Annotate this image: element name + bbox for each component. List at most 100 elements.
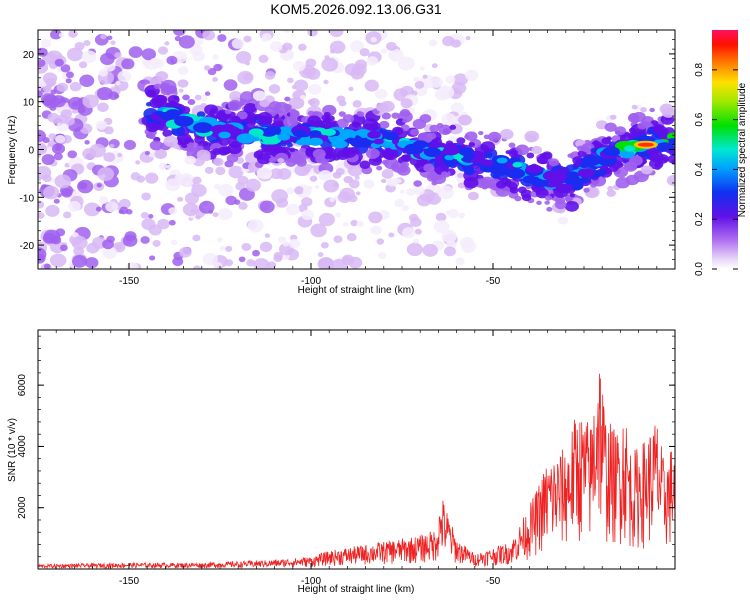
- heatmap-cell: [213, 63, 223, 72]
- snr-y-tick-label: 2000: [17, 496, 28, 519]
- heatmap-cell: [293, 79, 309, 92]
- heatmap-cell: [153, 83, 162, 90]
- heatmap-cell: [145, 102, 152, 107]
- heatmap-cell: [444, 154, 455, 161]
- heatmap-cell: [165, 178, 181, 192]
- heatmap-cell: [53, 198, 60, 204]
- snr-x-tick-label: -150: [119, 576, 139, 587]
- heatmap-cell: [441, 229, 457, 243]
- heatmap-cell: [285, 158, 297, 167]
- heatmap-cell: [515, 144, 530, 156]
- heatmap-cell: [276, 197, 289, 208]
- heatmap-cell: [367, 131, 381, 139]
- heatmap-x-tick-label: -50: [486, 276, 501, 287]
- snr-x-ticks: -150 -100 -50: [37, 330, 676, 587]
- heatmap-cell: [83, 202, 101, 217]
- heatmap-cell: [544, 195, 553, 201]
- heatmap-cell: [286, 203, 300, 216]
- heatmap-cell: [77, 179, 94, 194]
- heatmap-cell: [38, 212, 45, 219]
- heatmap-cell: [180, 106, 191, 114]
- heatmap-cell: [426, 192, 442, 205]
- heatmap-cell: [184, 155, 197, 165]
- snr-series-line: [38, 373, 675, 569]
- heatmap-cell: [397, 56, 415, 71]
- heatmap-cell: [96, 183, 102, 188]
- heatmap-cell: [179, 247, 192, 258]
- heatmap-cell: [451, 81, 467, 95]
- heatmap-cell: [152, 240, 161, 247]
- snr-x-tick-label: -100: [301, 576, 321, 587]
- heatmap-cell: [445, 140, 454, 147]
- heatmap-cell: [243, 35, 252, 43]
- heatmap-cell: [318, 212, 335, 227]
- heatmap-cell: [412, 238, 420, 244]
- heatmap-cell: [355, 191, 361, 196]
- colorbar-tick-label: 0.8: [694, 62, 705, 76]
- heatmap-cell: [66, 47, 84, 62]
- heatmap-cell: [42, 94, 60, 109]
- heatmap-cell: [264, 71, 276, 80]
- heatmap-cell: [423, 147, 442, 158]
- heatmap-cell: [330, 259, 348, 269]
- heatmap-cell: [400, 124, 410, 132]
- heatmap-cell: [339, 187, 356, 201]
- heatmap-cell: [614, 126, 627, 136]
- heatmap-cell: [283, 103, 292, 111]
- heatmap-cell: [192, 176, 202, 185]
- heatmap-cell: [526, 152, 535, 159]
- heatmap-cell: [212, 212, 219, 218]
- heatmap-cell: [402, 227, 416, 239]
- heatmap-cell: [217, 34, 227, 42]
- heatmap-cell: [410, 217, 422, 227]
- heatmap-cell: [97, 102, 109, 113]
- heatmap-cell: [109, 143, 115, 149]
- heatmap-cell: [510, 149, 519, 156]
- heatmap-cell: [194, 94, 202, 101]
- heatmap-cell: [154, 110, 165, 116]
- heatmap-cell: [342, 147, 351, 154]
- heatmap-cell: [463, 176, 479, 189]
- heatmap-cell: [332, 171, 342, 179]
- heatmap-cell: [192, 234, 201, 242]
- heatmap-cell: [450, 102, 464, 114]
- heatmap-cell: [202, 252, 218, 266]
- colorbar-tick-label: 0.4: [694, 162, 705, 176]
- heatmap-cell: [158, 162, 168, 170]
- heatmap-cell: [606, 189, 616, 197]
- heatmap-peak: [637, 142, 654, 147]
- heatmap-cell: [465, 36, 471, 41]
- heatmap-cell: [86, 242, 100, 254]
- heatmap-cell: [508, 142, 516, 148]
- heatmap-cell: [105, 201, 119, 213]
- heatmap-cell: [163, 135, 178, 147]
- heatmap-cell: [542, 170, 562, 182]
- heatmap-cell: [162, 129, 173, 138]
- heatmap-cell: [376, 238, 385, 245]
- heatmap-cell: [145, 121, 160, 133]
- heatmap-x-tick-label: -100: [301, 276, 321, 287]
- heatmap-cell: [218, 208, 233, 221]
- heatmap-cell: [356, 111, 363, 116]
- heatmap-cell: [308, 83, 322, 95]
- heatmap-cell: [60, 244, 68, 252]
- heatmap-cell: [307, 137, 323, 146]
- heatmap-cell: [368, 211, 383, 224]
- heatmap-cell: [102, 246, 118, 259]
- heatmap-cell: [307, 99, 316, 105]
- heatmap-cell: [173, 30, 186, 36]
- figure-title: KOM5.2026.092.13.06.G31: [270, 1, 441, 17]
- heatmap-cell: [314, 184, 320, 189]
- heatmap-cell: [620, 150, 635, 159]
- heatmap-cell: [631, 104, 638, 110]
- heatmap-cell: [428, 39, 438, 47]
- heatmap-cell: [656, 142, 674, 152]
- heatmap-cell: [654, 161, 662, 168]
- heatmap-cell: [296, 139, 308, 146]
- heatmap-cell: [135, 160, 141, 165]
- heatmap-cell: [298, 43, 307, 51]
- heatmap-cell: [312, 148, 326, 159]
- heatmap-cell: [140, 236, 150, 244]
- heatmap-cell: [148, 133, 156, 140]
- heatmap-cell: [68, 201, 81, 212]
